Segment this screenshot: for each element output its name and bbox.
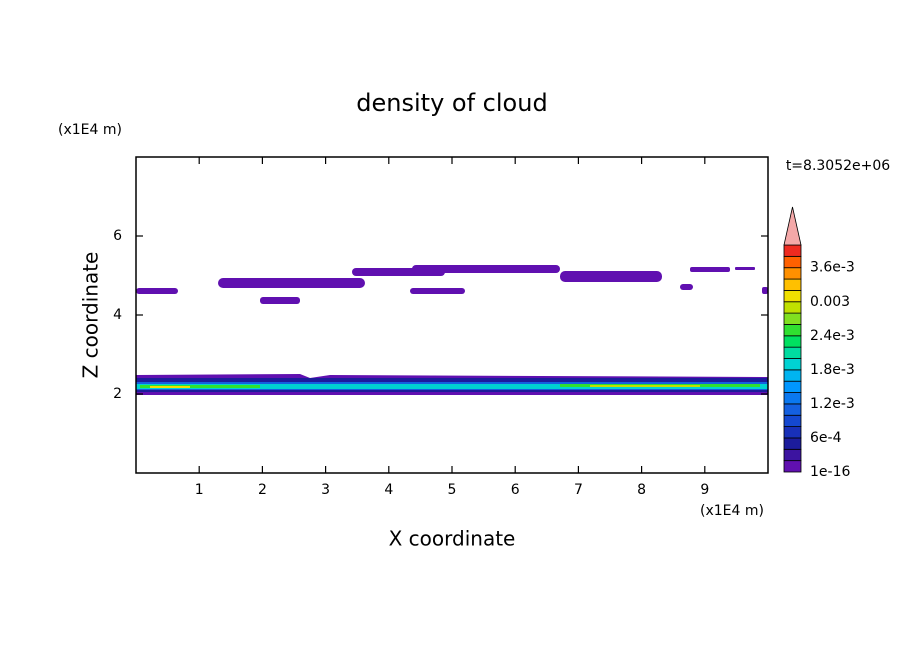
colorbar-band <box>783 380 802 393</box>
colorbar-band <box>783 278 802 291</box>
x-tick-label: 4 <box>384 482 393 498</box>
x-tick-label: 1 <box>195 482 204 498</box>
colorbar-label: 6e-4 <box>810 430 842 446</box>
y-tick-label: 2 <box>113 386 122 402</box>
x-axis-label: X coordinate <box>389 527 516 551</box>
colorbar-band <box>783 437 802 450</box>
upper-cloud-layer <box>136 265 768 304</box>
colorbar-label: 0.003 <box>810 294 850 310</box>
colorbar-band <box>783 426 802 439</box>
colorbar-band <box>783 369 802 382</box>
lower-cloud-layer <box>136 374 768 395</box>
colorbar-label: 3.6e-3 <box>810 260 855 276</box>
x-tick-label: 9 <box>700 482 709 498</box>
colorbar-band <box>783 289 802 303</box>
time-annotation: t=8.3052e+06 <box>786 158 890 174</box>
colorbar-band <box>783 312 802 325</box>
colorbar-band <box>783 324 802 337</box>
x-tick-label: 8 <box>637 482 646 498</box>
colorbar-label: 1.8e-3 <box>810 362 855 378</box>
colorbar-band <box>783 346 802 359</box>
x-unit: (x1E4 m) <box>700 503 764 519</box>
colorbar-label: 1e-16 <box>810 464 850 480</box>
colorbar-label: 1.2e-3 <box>810 396 855 412</box>
x-tick-label: 3 <box>321 482 330 498</box>
chart-title: density of cloud <box>356 89 547 117</box>
plot-frame <box>135 156 769 474</box>
x-tick-label: 5 <box>448 482 457 498</box>
colorbar-band <box>783 403 802 416</box>
colorbar-band <box>783 301 802 314</box>
colorbar-label: 2.4e-3 <box>810 328 855 344</box>
colorbar-band <box>783 358 802 371</box>
y-tick-label: 4 <box>113 307 122 323</box>
colorbar-band <box>783 244 802 257</box>
x-tick-label: 2 <box>258 482 267 498</box>
x-tick-label: 7 <box>574 482 583 498</box>
colorbar-band <box>783 392 802 405</box>
colorbar-band <box>783 267 802 280</box>
y-tick-label: 6 <box>113 228 122 244</box>
x-tick-label: 6 <box>511 482 520 498</box>
colorbar-band <box>783 414 802 428</box>
colorbar-band <box>783 255 802 269</box>
cloud-field <box>136 265 768 395</box>
colorbar-band <box>783 460 802 473</box>
colorbar-band <box>783 448 802 462</box>
y-unit: (x1E4 m) <box>58 122 122 138</box>
colorbar-band <box>783 335 802 348</box>
colorbar-extension <box>783 206 802 246</box>
y-axis-label: Z coordinate <box>79 252 103 379</box>
